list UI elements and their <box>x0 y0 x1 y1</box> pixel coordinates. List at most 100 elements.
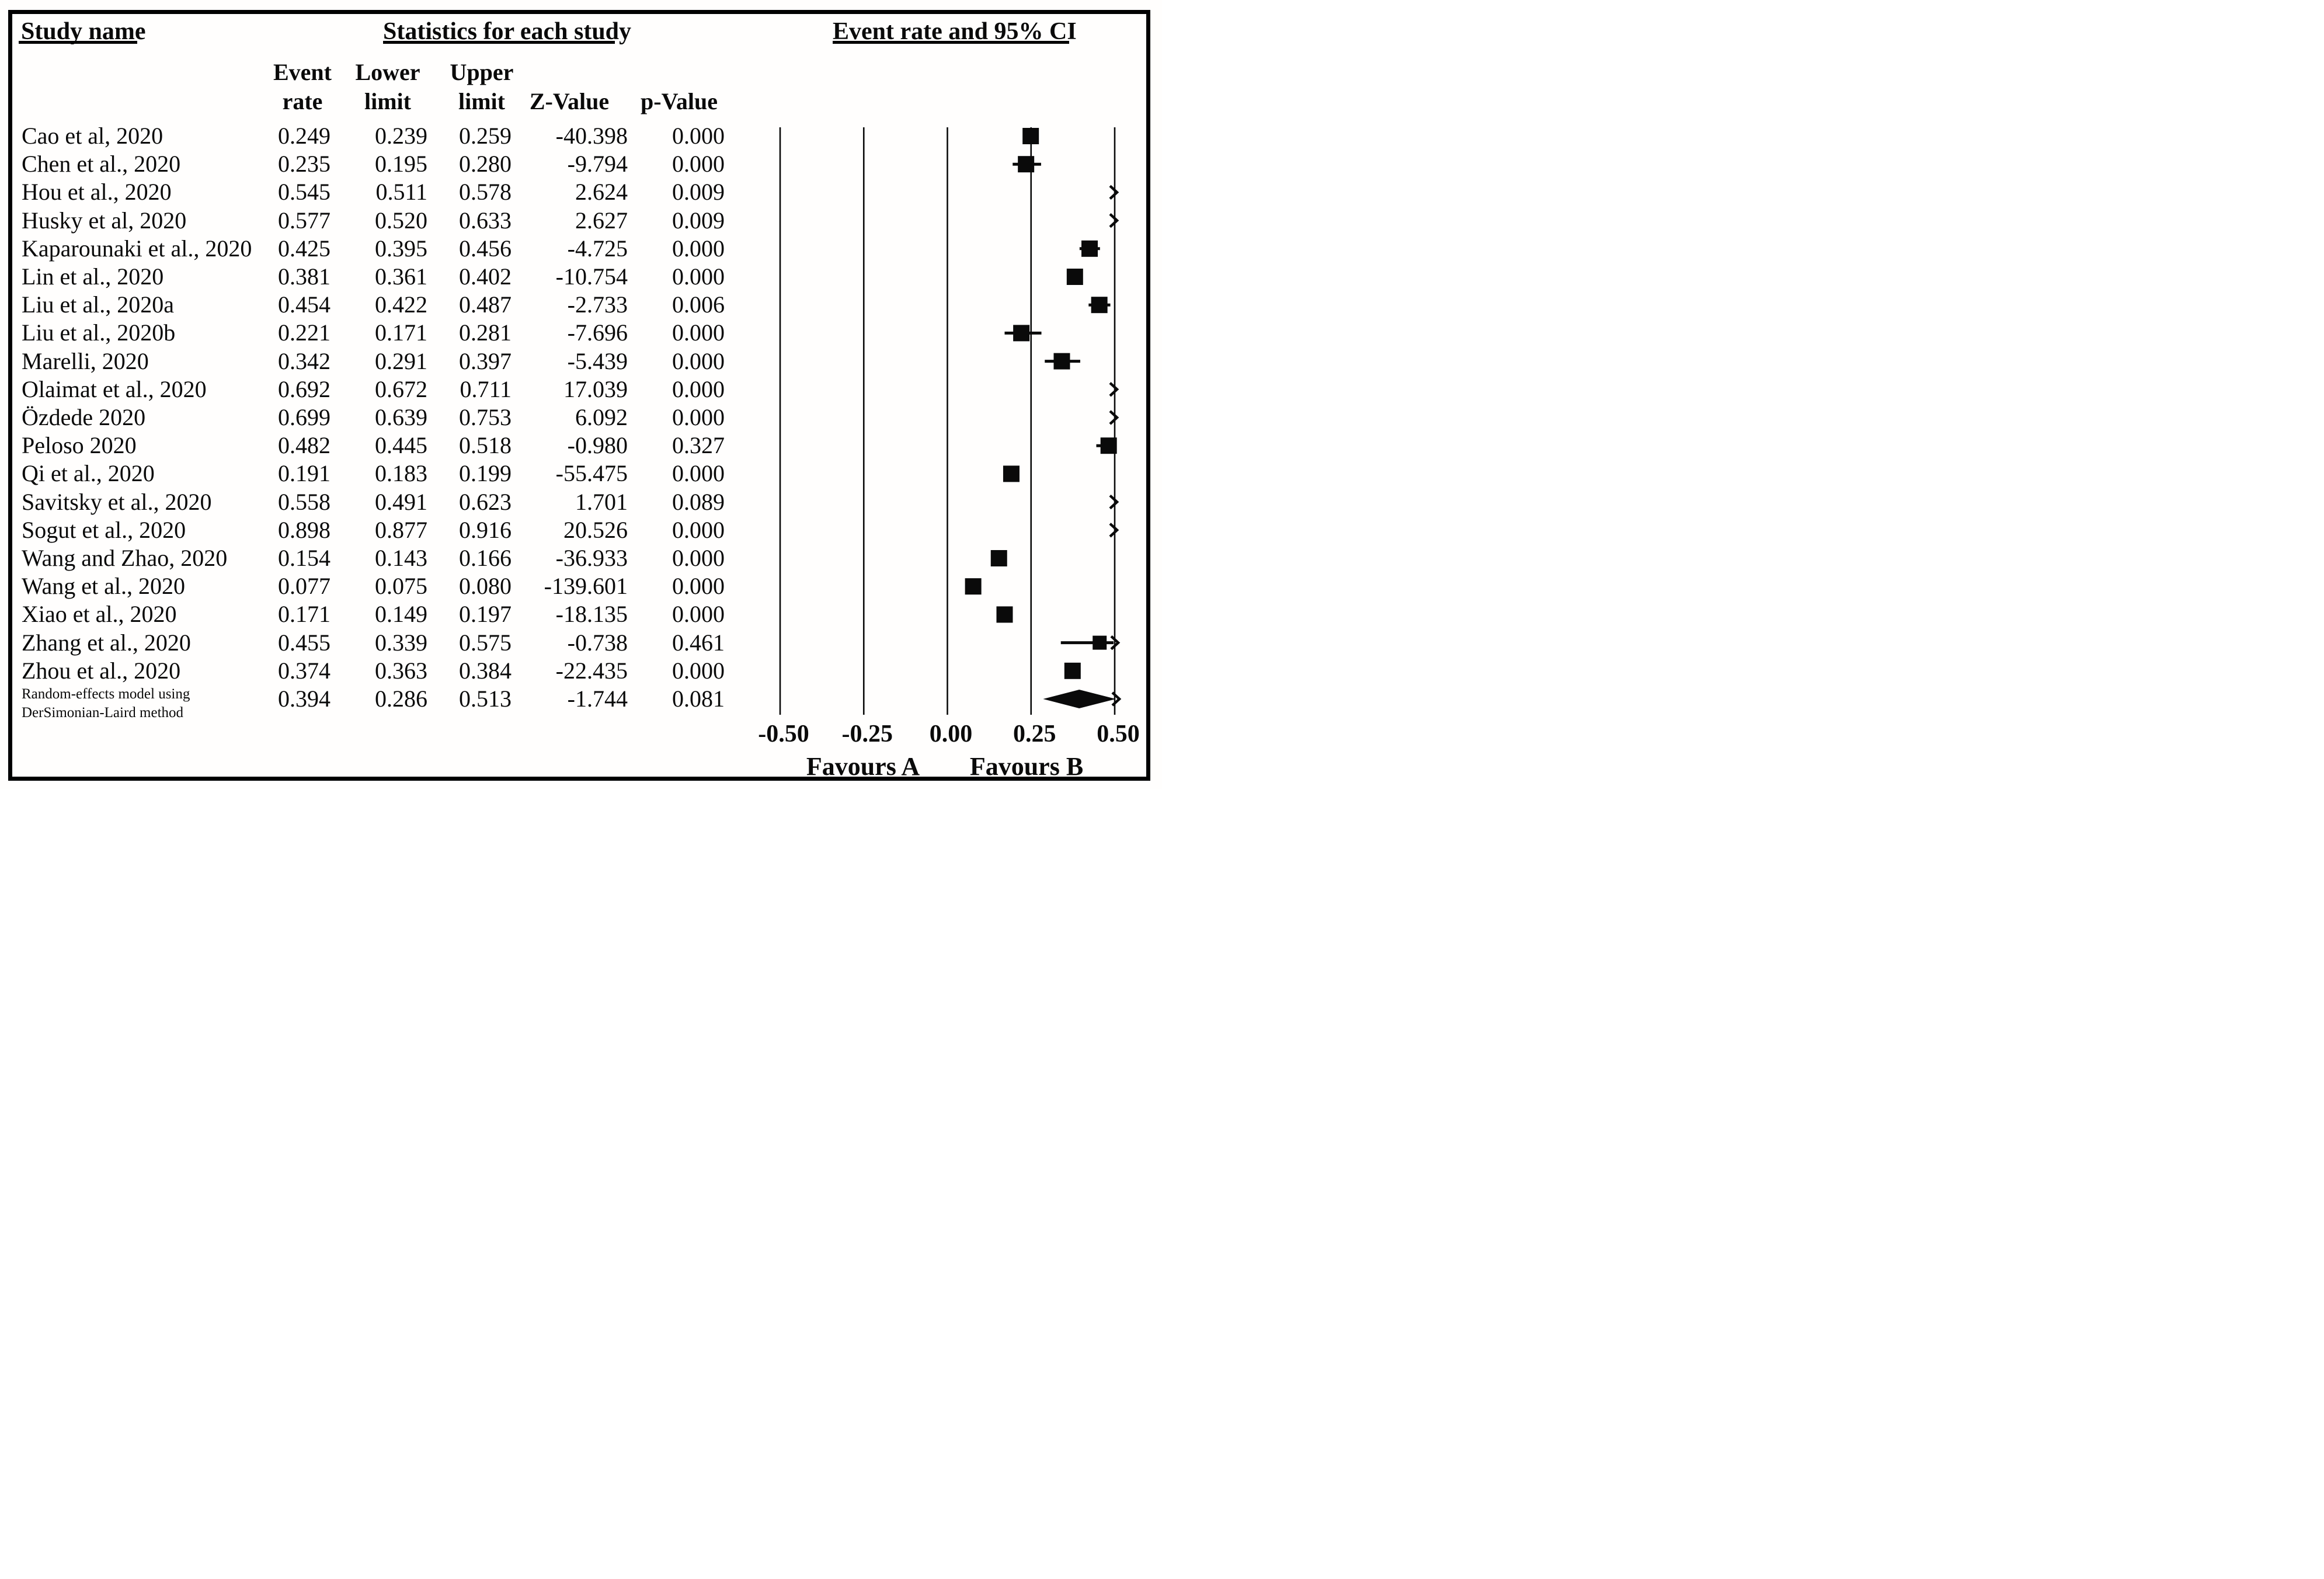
axis-tick-label: 0.50 <box>1097 721 1140 747</box>
study-row: Lin et al., 2020 0.381 0.361 0.402 -10.754 0.… <box>0 263 1162 291</box>
lower-limit-value: 0.291 <box>375 347 427 374</box>
subheader-upper-limit: limit <box>458 88 505 114</box>
study-row: Marelli, 2020 0.342 0.291 0.397 -5.439 0.000 <box>0 347 1162 375</box>
event-rate-value: 0.191 <box>278 460 330 487</box>
z-value: 17.039 <box>563 375 628 402</box>
lower-limit-value: 0.672 <box>375 375 427 402</box>
statistics-header-underline <box>383 41 615 44</box>
study-row: Wang et al., 2020 0.077 0.075 0.080 -139.601… <box>0 572 1162 600</box>
upper-limit-value: 0.487 <box>459 291 512 318</box>
lower-limit-value: 0.639 <box>375 404 427 430</box>
favours-b-label: Favours B <box>969 752 1084 781</box>
p-value: 0.327 <box>672 432 725 459</box>
lower-limit-value: 0.395 <box>375 235 427 262</box>
subheader-lower-limit: limit <box>364 88 411 114</box>
study-name: Marelli, 2020 <box>22 347 149 374</box>
upper-limit-value: 0.281 <box>459 319 512 346</box>
study-name: Chen et al., 2020 <box>22 151 181 178</box>
event-rate-value: 0.249 <box>278 123 330 149</box>
study-row: 0.394 0.286 0.513 -1.744 0.081 <box>0 685 1162 713</box>
favours-a-label: Favours A <box>806 752 920 781</box>
lower-limit-value: 0.286 <box>375 686 427 712</box>
p-value: 0.000 <box>672 460 725 487</box>
z-value: -7.696 <box>567 319 628 346</box>
z-value: -1.744 <box>567 686 628 712</box>
event-rate-value: 0.171 <box>278 601 330 628</box>
event-rate-value: 0.454 <box>278 291 330 318</box>
upper-limit-value: 0.456 <box>459 235 512 262</box>
lower-limit-value: 0.339 <box>375 629 427 656</box>
event-rate-value: 0.394 <box>278 686 330 712</box>
study-name: Xiao et al., 2020 <box>22 601 177 628</box>
study-row: Zhang et al., 2020 0.455 0.339 0.575 -0.738 0… <box>0 629 1162 657</box>
upper-limit-value: 0.397 <box>459 347 512 374</box>
p-value: 0.000 <box>672 516 725 543</box>
study-name: Özdede 2020 <box>22 404 146 430</box>
subheader-upper: Upper <box>450 59 514 85</box>
summary-model-label-line1: Random-effects model using <box>22 686 190 702</box>
study-row: Savitsky et al., 2020 0.558 0.491 0.623 1.70… <box>0 488 1162 516</box>
study-name: Kaparounaki et al., 2020 <box>22 235 252 262</box>
p-value: 0.000 <box>672 601 725 628</box>
study-row: Chen et al., 2020 0.235 0.195 0.280 -9.794 0.… <box>0 150 1162 178</box>
upper-limit-value: 0.575 <box>459 629 512 656</box>
p-value: 0.000 <box>672 263 725 290</box>
lower-limit-value: 0.520 <box>375 207 427 234</box>
study-name: Wang and Zhao, 2020 <box>22 545 228 571</box>
upper-limit-value: 0.623 <box>459 488 512 515</box>
study-row: Sogut et al., 2020 0.898 0.877 0.916 20.526 0… <box>0 516 1162 544</box>
z-value: 1.701 <box>575 488 628 515</box>
lower-limit-value: 0.075 <box>375 573 427 600</box>
p-value: 0.000 <box>672 151 725 178</box>
lower-limit-value: 0.361 <box>375 263 427 290</box>
upper-limit-value: 0.166 <box>459 545 512 571</box>
z-value: 6.092 <box>575 404 628 430</box>
study-name: Lin et al., 2020 <box>22 263 164 290</box>
study-row: Husky et al, 2020 0.577 0.520 0.633 2.627 0.0… <box>0 207 1162 235</box>
z-value: 2.627 <box>575 207 628 234</box>
study-row: Özdede 2020 0.699 0.639 0.753 6.092 0.000 <box>0 404 1162 432</box>
p-value: 0.000 <box>672 123 725 149</box>
event-rate-value: 0.077 <box>278 573 330 600</box>
z-value: -55.475 <box>555 460 628 487</box>
lower-limit-value: 0.143 <box>375 545 427 571</box>
study-row: Olaimat et al., 2020 0.692 0.672 0.711 17.03… <box>0 375 1162 404</box>
study-name: Zhou et al., 2020 <box>22 657 181 684</box>
lower-limit-value: 0.877 <box>375 516 427 543</box>
column-header-event-rate-ci: Event rate and 95% CI <box>833 18 1077 45</box>
upper-limit-value: 0.518 <box>459 432 512 459</box>
lower-limit-value: 0.171 <box>375 319 427 346</box>
upper-limit-value: 0.402 <box>459 263 512 290</box>
z-value: -5.439 <box>567 347 628 374</box>
p-value: 0.089 <box>672 488 725 515</box>
study-name: Liu et al., 2020b <box>22 319 176 346</box>
subheader-event: Event <box>273 59 332 85</box>
study-name: Cao et al, 2020 <box>22 123 163 149</box>
upper-limit-value: 0.633 <box>459 207 512 234</box>
z-value: -10.754 <box>555 263 628 290</box>
event-rate-value: 0.898 <box>278 516 330 543</box>
event-rate-value: 0.455 <box>278 629 330 656</box>
event-rate-value: 0.374 <box>278 657 330 684</box>
study-name: Wang et al., 2020 <box>22 573 186 600</box>
upper-limit-value: 0.711 <box>460 375 512 402</box>
study-row: Xiao et al., 2020 0.171 0.149 0.197 -18.135 0… <box>0 600 1162 628</box>
study-name: Hou et al., 2020 <box>22 179 172 206</box>
p-value: 0.000 <box>672 319 725 346</box>
z-value: -0.738 <box>567 629 628 656</box>
study-header-underline <box>19 41 137 44</box>
lower-limit-value: 0.511 <box>375 179 427 206</box>
p-value: 0.461 <box>672 629 725 656</box>
event-rate-value: 0.692 <box>278 375 330 402</box>
lower-limit-value: 0.363 <box>375 657 427 684</box>
study-row: Wang and Zhao, 2020 0.154 0.143 0.166 -36.93… <box>0 544 1162 572</box>
event-rate-value: 0.235 <box>278 151 330 178</box>
lower-limit-value: 0.149 <box>375 601 427 628</box>
z-value: -9.794 <box>567 151 628 178</box>
p-value: 0.000 <box>672 347 725 374</box>
upper-limit-value: 0.080 <box>459 573 512 600</box>
subheader-z-value: Z-Value <box>529 88 610 114</box>
study-name: Zhang et al., 2020 <box>22 629 191 656</box>
axis-tick-label: 0.25 <box>1013 721 1056 747</box>
study-name: Savitsky et al., 2020 <box>22 488 212 515</box>
